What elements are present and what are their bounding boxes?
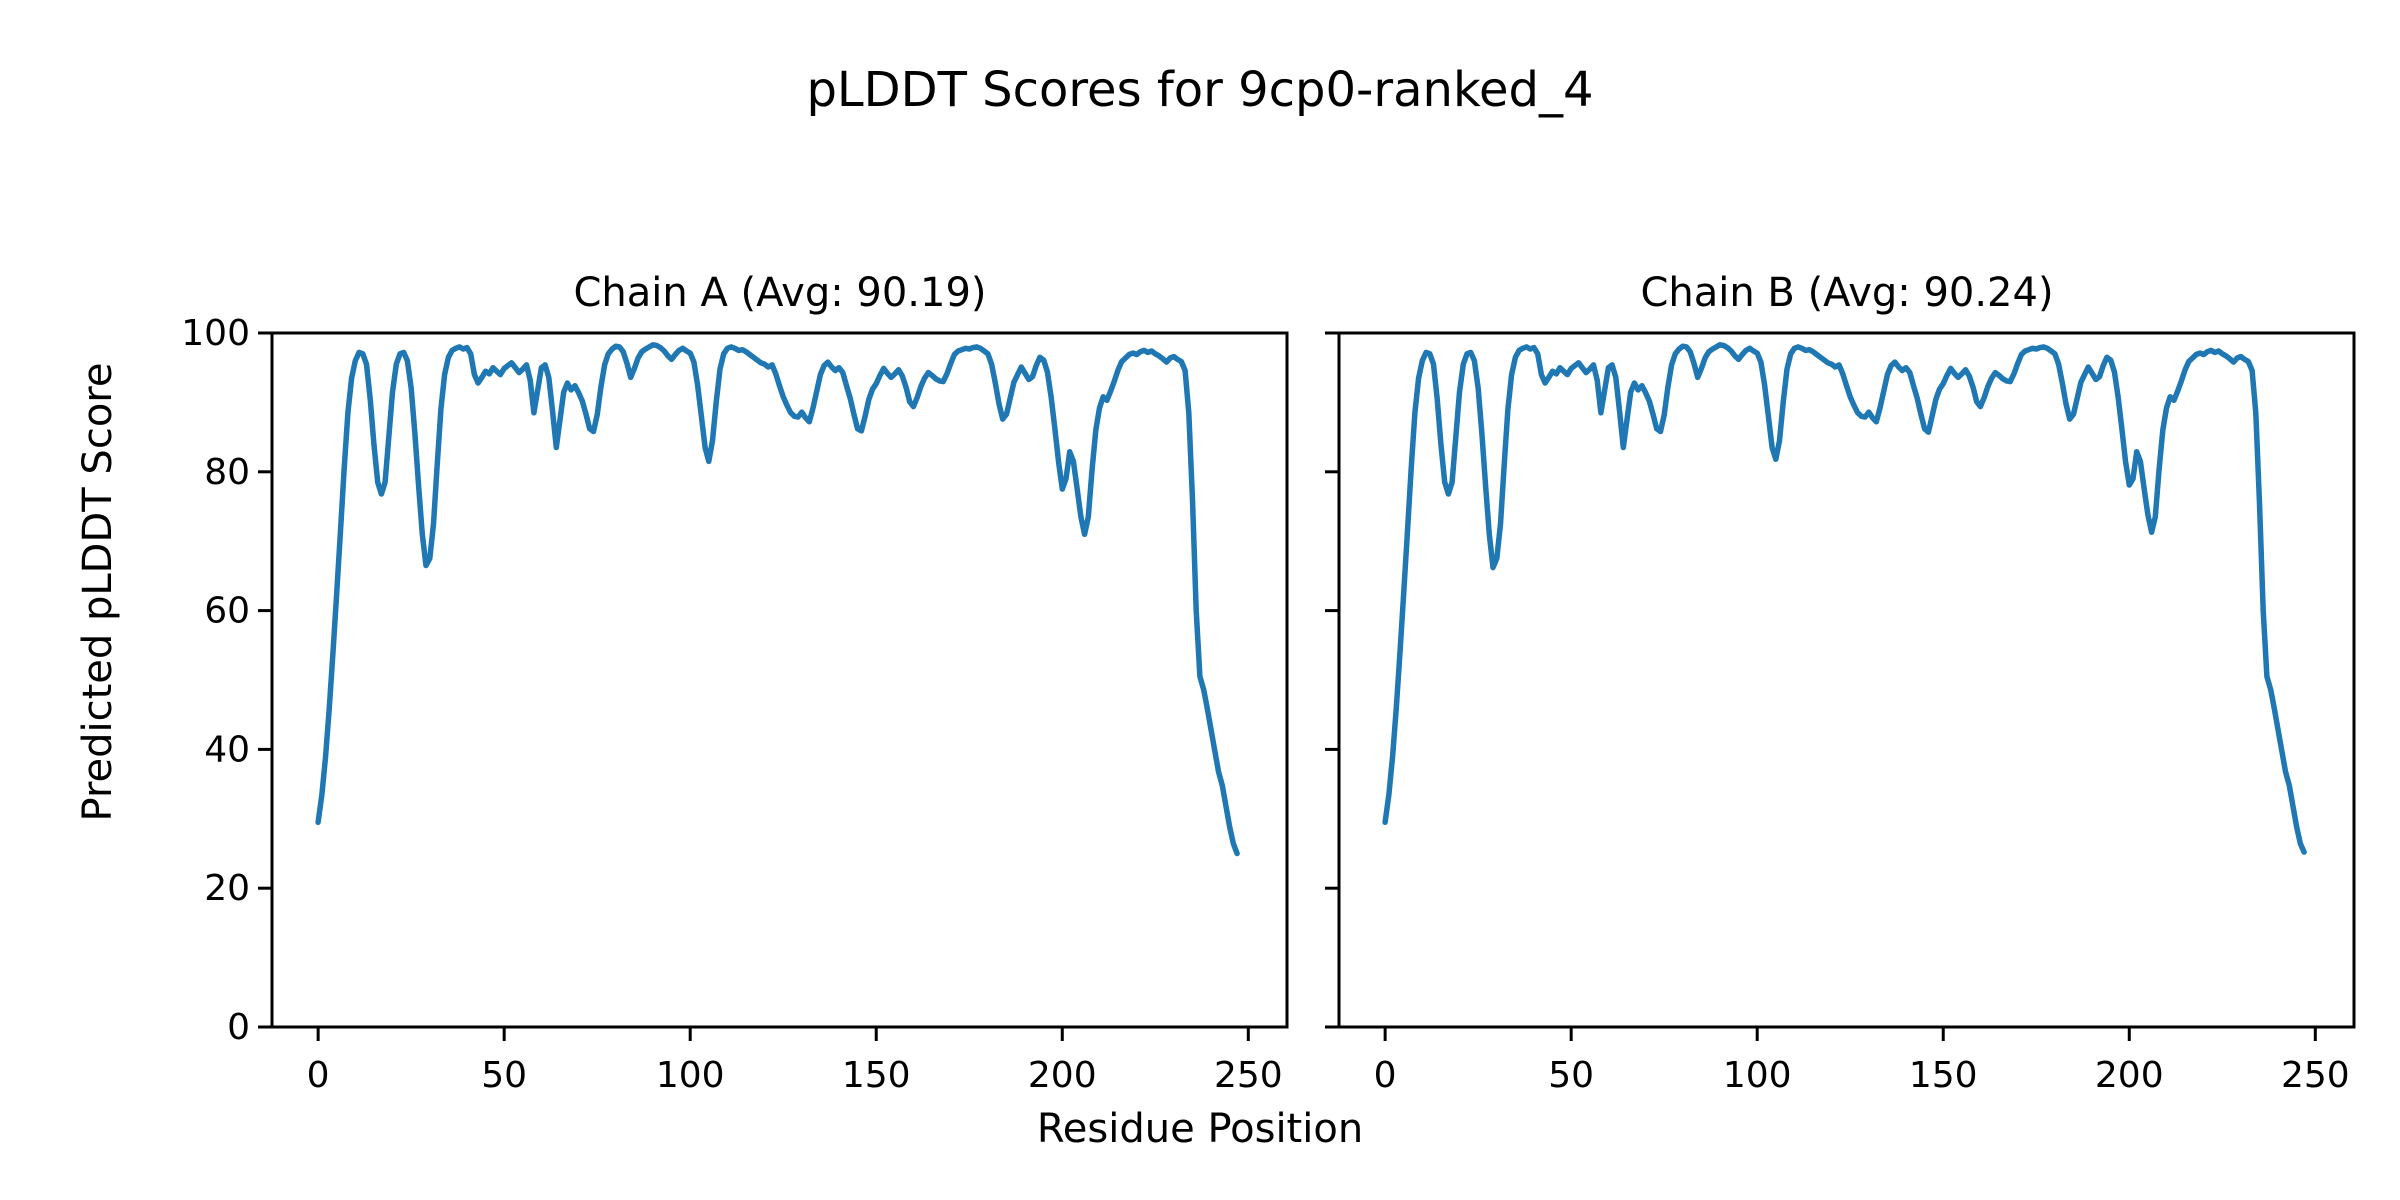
x-tick-label: 150 [1909, 1055, 1978, 1096]
chain-a-plot: 0 50 100 150 200 250 0 20 40 60 80 100 [181, 313, 1289, 1096]
x-tick-label: 100 [656, 1055, 725, 1096]
y-tick-label: 20 [204, 868, 250, 909]
x-tick-label: 250 [1214, 1055, 1283, 1096]
x-tick-label: 0 [1374, 1055, 1397, 1096]
x-tick-label: 150 [842, 1055, 911, 1096]
subplot-title-chain-b: Chain B (Avg: 90.24) [1640, 270, 2054, 316]
y-tick-label: 60 [204, 591, 250, 632]
x-tick-label: 0 [307, 1055, 330, 1096]
x-tick-label: 50 [481, 1055, 527, 1096]
y-tick-label: 80 [204, 452, 250, 493]
figure-title: pLDDT Scores for 9cp0-ranked_4 [806, 62, 1594, 118]
y-axis-label: Predicted pLDDT Score [75, 362, 121, 822]
x-tick-label: 100 [1723, 1055, 1792, 1096]
plddt-line [315, 342, 1240, 857]
x-tick-label: 250 [2281, 1055, 2350, 1096]
x-tick-label: 200 [2095, 1055, 2164, 1096]
x-axis-label: Residue Position [1036, 1106, 1364, 1152]
subplot-title-chain-a: Chain A (Avg: 90.19) [573, 270, 987, 316]
y-tick-label: 100 [181, 313, 250, 354]
chain-b-plot: 0 50 100 150 200 250 [1325, 331, 2356, 1096]
x-tick-label: 50 [1548, 1055, 1594, 1096]
y-tick-label: 0 [227, 1007, 250, 1048]
y-tick-label: 40 [204, 729, 250, 770]
plddt-line [1382, 342, 2307, 855]
axes-spines [270, 331, 1289, 1029]
axes-spines [1337, 331, 2356, 1029]
x-tick-label: 200 [1028, 1055, 1097, 1096]
